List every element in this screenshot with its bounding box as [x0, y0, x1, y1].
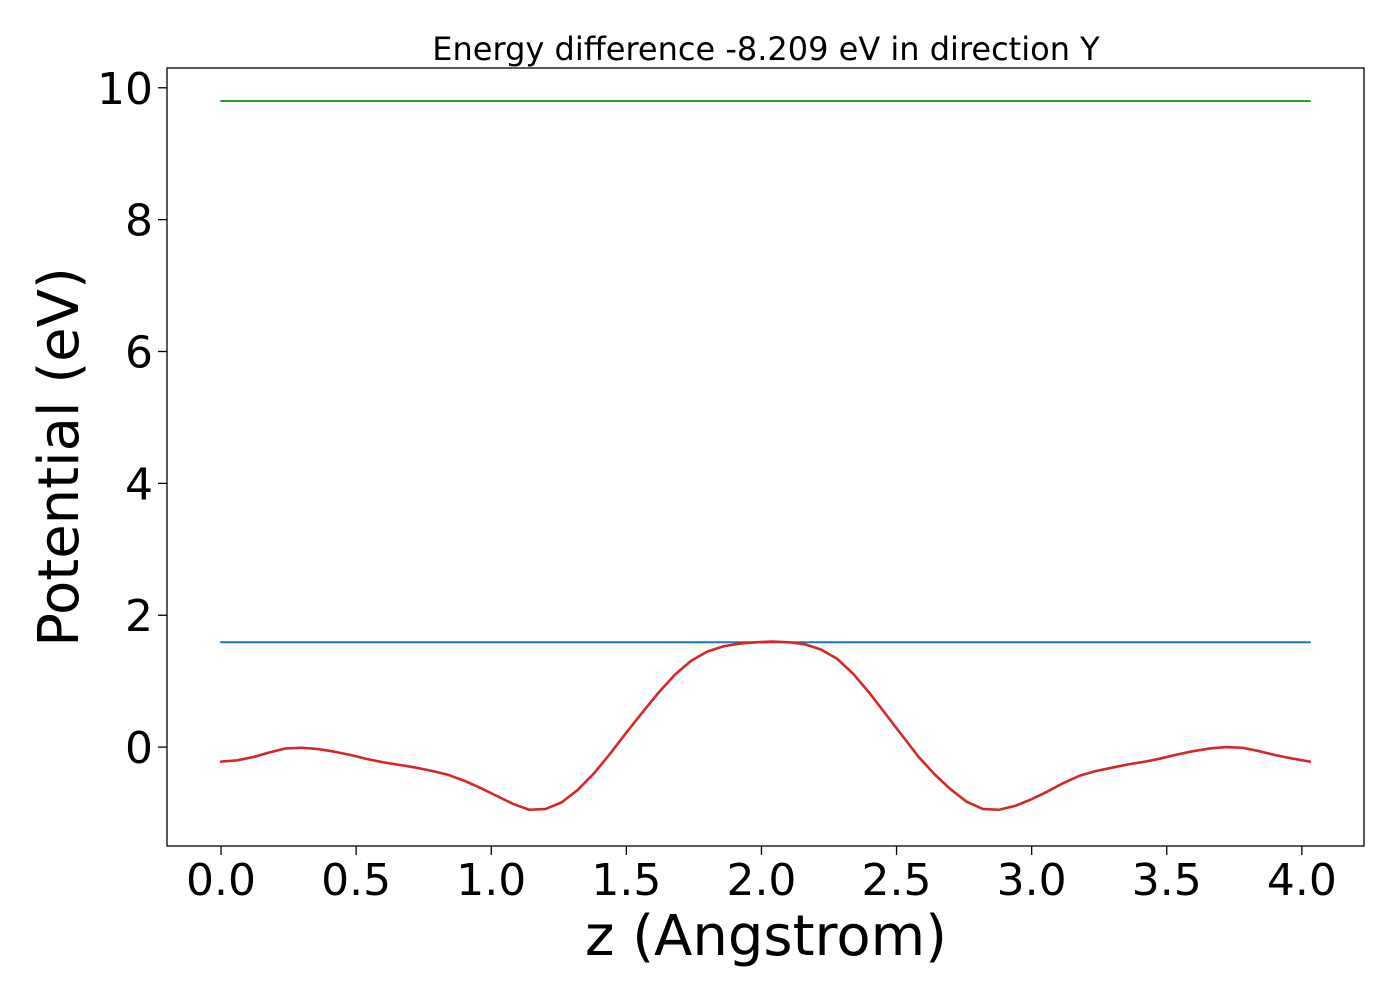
y-tick-label: 2: [125, 591, 153, 642]
y-axis-label: Potential (eV): [27, 267, 92, 647]
x-tick-label: 3.0: [997, 855, 1067, 906]
x-tick-label: 3.5: [1132, 855, 1202, 906]
y-tick-label: 4: [125, 459, 153, 510]
x-axis-label: z (Angstrom): [585, 904, 947, 969]
y-tick-label: 0: [125, 723, 153, 774]
x-tick-label: 2.5: [862, 855, 932, 906]
x-axis: 0.0 0.5 1.0 1.5 2.0 2.5 3.0 3.5 4.0: [186, 846, 1337, 906]
x-tick-label: 0.0: [186, 855, 256, 906]
series-line-3: [219, 640, 1312, 812]
x-tick-label: 1.5: [591, 855, 661, 906]
plot-area-frame: [166, 67, 1365, 847]
x-tick-label: 2.0: [726, 855, 796, 906]
y-tick-label: 6: [125, 328, 153, 379]
x-tick-label: 0.5: [321, 855, 391, 906]
chart-title: Energy difference -8.209 eV in direction…: [432, 30, 1100, 68]
y-tick-label: 8: [125, 196, 153, 247]
series-layer: [219, 99, 1312, 812]
x-tick-label: 4.0: [1267, 855, 1337, 906]
y-tick-label: 10: [97, 64, 153, 115]
y-axis: 0 2 4 6 8 10: [97, 64, 167, 774]
x-tick-label: 1.0: [456, 855, 526, 906]
